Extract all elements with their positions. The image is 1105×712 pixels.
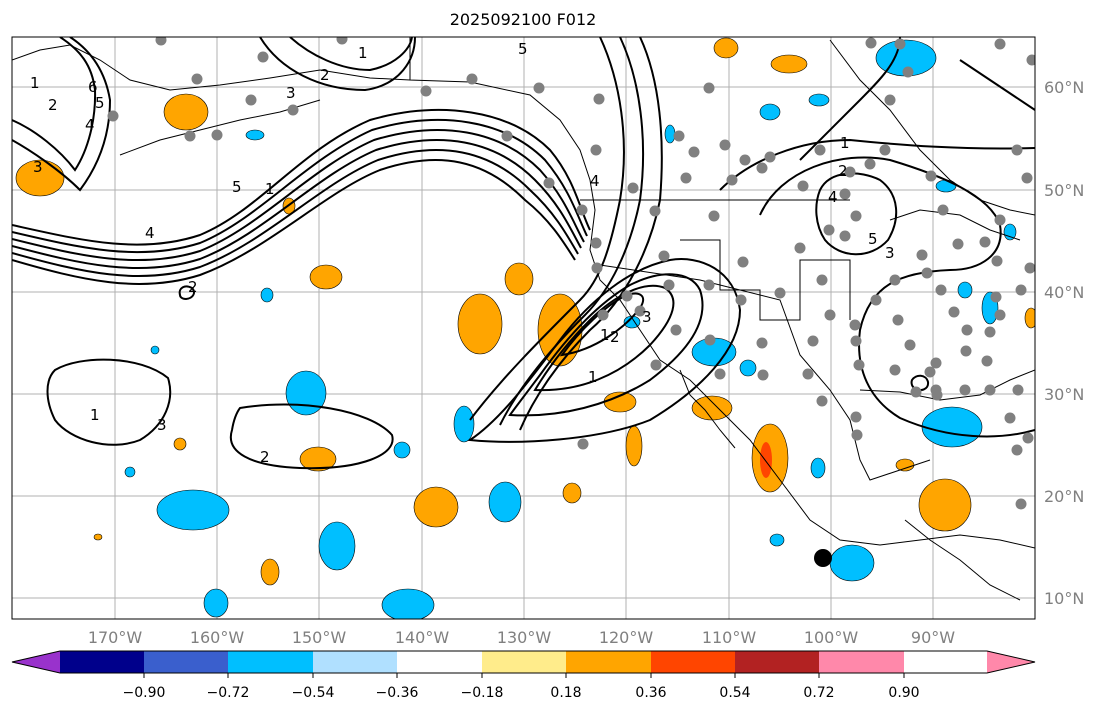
contour-label: 2: [260, 448, 270, 466]
colorbar-bin: [144, 651, 228, 673]
contour-label: 5: [518, 40, 528, 58]
colorbar-bin: [60, 651, 144, 673]
colorbar-bin: [313, 651, 397, 673]
contour-label: 1: [90, 406, 100, 424]
contour-label: 2: [188, 278, 198, 296]
lat-tick-label: 40°N: [1044, 283, 1084, 302]
contour-label: 4: [145, 224, 155, 242]
lat-axis-labels: 60°N 50°N 40°N 30°N 20°N 10°N: [1044, 78, 1084, 608]
contour-label: 2: [838, 162, 848, 180]
colorbar-extend-low: [12, 651, 60, 673]
contour-label: 3: [286, 84, 296, 102]
colorbar-bin: [566, 651, 651, 673]
contour-label: 3: [157, 416, 167, 434]
contour-label: 3: [885, 244, 895, 262]
lon-tick-label: 120°W: [599, 628, 654, 647]
contour-label: 2: [48, 96, 58, 114]
colorbar-bin: [228, 651, 313, 673]
lon-tick-label: 130°W: [497, 628, 552, 647]
lon-tick-label: 100°W: [804, 628, 859, 647]
lat-tick-label: 60°N: [1044, 78, 1084, 97]
colorbar-tick-label: 0.36: [635, 685, 666, 701]
contour-label: 1: [30, 74, 40, 92]
lon-tick-label: 140°W: [395, 628, 450, 647]
colorbar-extend-high: [987, 651, 1035, 673]
contour-label: 4: [590, 172, 600, 190]
contour-label: 4: [828, 188, 838, 206]
lat-tick-label: 20°N: [1044, 487, 1084, 506]
colorbar-bin: [819, 651, 904, 673]
contour-label: 4: [85, 116, 95, 134]
lon-tick-label: 170°W: [88, 628, 143, 647]
contour-label: 5: [232, 178, 242, 196]
colorbar-bin: [735, 651, 819, 673]
colorbar-tick-label: −0.72: [207, 685, 250, 701]
storm-center-marker: [814, 549, 832, 567]
plot-frame: [11, 36, 1036, 620]
colorbar-tick-label: −0.36: [376, 685, 419, 701]
lat-tick-label: 50°N: [1044, 181, 1084, 200]
contour-label: 1: [840, 134, 850, 152]
lon-axis-labels: 170°W 160°W 150°W 140°W 130°W 120°W 110°…: [88, 628, 955, 647]
colorbar-tick-label: 0.90: [888, 685, 919, 701]
colorbar: −0.90 −0.72 −0.54 −0.36 −0.18 0.18 0.36 …: [11, 650, 1036, 701]
colorbar-bin: [397, 651, 482, 673]
station-dots: [107, 37, 1035, 510]
colorbar-tick-label: −0.90: [123, 685, 166, 701]
colorbar-tick-label: −0.54: [292, 685, 335, 701]
contour-label: 2: [320, 66, 330, 84]
lat-tick-label: 10°N: [1044, 589, 1084, 608]
colorbar-outline: [11, 650, 1036, 674]
contour-label: 3: [33, 158, 43, 176]
colorbar-tick-label: 0.72: [803, 685, 834, 701]
lon-tick-label: 150°W: [292, 628, 347, 647]
lat-tick-label: 30°N: [1044, 385, 1084, 404]
colorbar-tick-label: 0.18: [550, 685, 581, 701]
contour-label: 3: [642, 308, 652, 326]
colorbar-bin: [904, 651, 987, 673]
lon-tick-label: 90°W: [911, 628, 955, 647]
lon-tick-label: 160°W: [190, 628, 245, 647]
contours: [12, 37, 1035, 470]
contour-label: 1: [600, 326, 610, 344]
contour-label: 5: [868, 230, 878, 248]
contour-label: 1: [265, 180, 275, 198]
map-title: 2025092100 F012: [449, 10, 597, 29]
shaded-anomalies: [15, 37, 1035, 619]
lon-tick-label: 110°W: [702, 628, 757, 647]
contour-label: 1: [588, 368, 598, 386]
contour-label: 5: [95, 94, 105, 112]
colorbar-tick-label: 0.54: [719, 685, 750, 701]
contour-label: 1: [358, 44, 368, 62]
colorbar-bin: [651, 651, 735, 673]
colorbar-tick-label: −0.18: [461, 685, 504, 701]
contour-labels: 1 2 3 4 5 6 1 2 3 4 5 1 2 3 1 2 1 1 2 3 …: [30, 40, 895, 466]
colorbar-bin: [482, 651, 566, 673]
contour-label: 6: [88, 78, 98, 96]
contour-label: 2: [610, 328, 620, 346]
